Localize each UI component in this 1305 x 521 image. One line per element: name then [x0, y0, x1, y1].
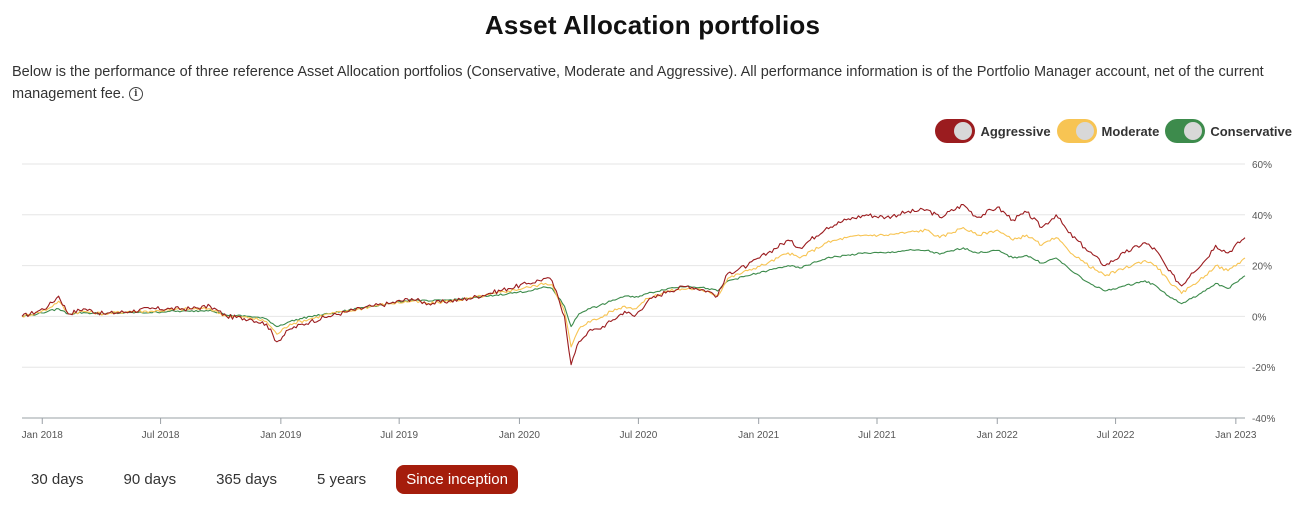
- toggle-conservative[interactable]: [1165, 119, 1206, 143]
- page-title: Asset Allocation portfolios: [484, 10, 821, 40]
- legend-label-moderate: Moderate: [1101, 123, 1160, 139]
- toggle-moderate[interactable]: [1056, 119, 1097, 143]
- y-axis: 60% 40% 20% 0% -20% -40%: [1252, 160, 1275, 425]
- page-description: Below is the performance of three refere…: [12, 61, 1297, 105]
- toggle-aggressive[interactable]: [935, 119, 976, 143]
- grid-lines: [22, 163, 1245, 419]
- x-tick-label: Jan 2021: [738, 430, 780, 441]
- x-tick-label: Jul 2022: [1097, 430, 1135, 441]
- series-line-aggressive: [21, 204, 1246, 366]
- series-line-conservative: [21, 247, 1246, 328]
- x-tick-label: Jul 2020: [619, 430, 657, 441]
- toggle-knob: [1184, 122, 1203, 140]
- range-tab-30-days[interactable]: 30 days: [21, 465, 94, 494]
- range-tab-365-days[interactable]: 365 days: [206, 465, 287, 494]
- chart-legend: Aggressive Moderate Conservative: [929, 119, 1292, 143]
- description-text: Below is the performance of three refere…: [12, 64, 1264, 102]
- range-tab-since-inception[interactable]: Since inception: [396, 465, 518, 494]
- y-tick-label: 40%: [1252, 211, 1272, 222]
- series-line-moderate: [21, 226, 1246, 348]
- x-tick-label: Jul 2018: [142, 430, 180, 441]
- x-tick-label: Jan 2019: [260, 430, 302, 441]
- legend-label-aggressive: Aggressive: [980, 123, 1051, 139]
- range-tabs: 30 days 90 days 365 days 5 years Since i…: [21, 465, 538, 494]
- range-tab-90-days[interactable]: 90 days: [114, 465, 187, 494]
- x-tick-label: Jan 2022: [977, 430, 1019, 441]
- x-tick-label: Jul 2019: [380, 430, 418, 441]
- x-axis: Jan 2018 Jul 2018 Jan 2019 Jul 2019 Jan 2020…: [22, 418, 1257, 441]
- x-tick-label: Jan 2018: [22, 430, 64, 441]
- y-tick-label: 60%: [1252, 160, 1272, 171]
- y-tick-label: 0%: [1252, 312, 1267, 323]
- legend-item-moderate[interactable]: Moderate: [1056, 119, 1160, 143]
- series-lines: [21, 204, 1246, 366]
- toggle-knob: [1075, 122, 1094, 140]
- toggle-knob: [954, 122, 973, 140]
- legend-label-conservative: Conservative: [1210, 123, 1292, 139]
- x-tick-label: Jan 2023: [1215, 430, 1257, 441]
- performance-chart[interactable]: Jan 2018 Jul 2018 Jan 2019 Jul 2019 Jan 2020…: [0, 150, 1305, 445]
- legend-item-aggressive[interactable]: Aggressive: [935, 119, 1051, 143]
- y-tick-label: -20%: [1252, 363, 1275, 374]
- legend-item-conservative[interactable]: Conservative: [1165, 119, 1292, 143]
- x-tick-label: Jan 2020: [499, 430, 541, 441]
- y-tick-label: 20%: [1252, 262, 1272, 273]
- info-icon[interactable]: i: [128, 87, 143, 101]
- x-tick-label: Jul 2021: [858, 430, 896, 441]
- range-tab-5-years[interactable]: 5 years: [307, 465, 376, 494]
- y-tick-label: -40%: [1252, 414, 1275, 425]
